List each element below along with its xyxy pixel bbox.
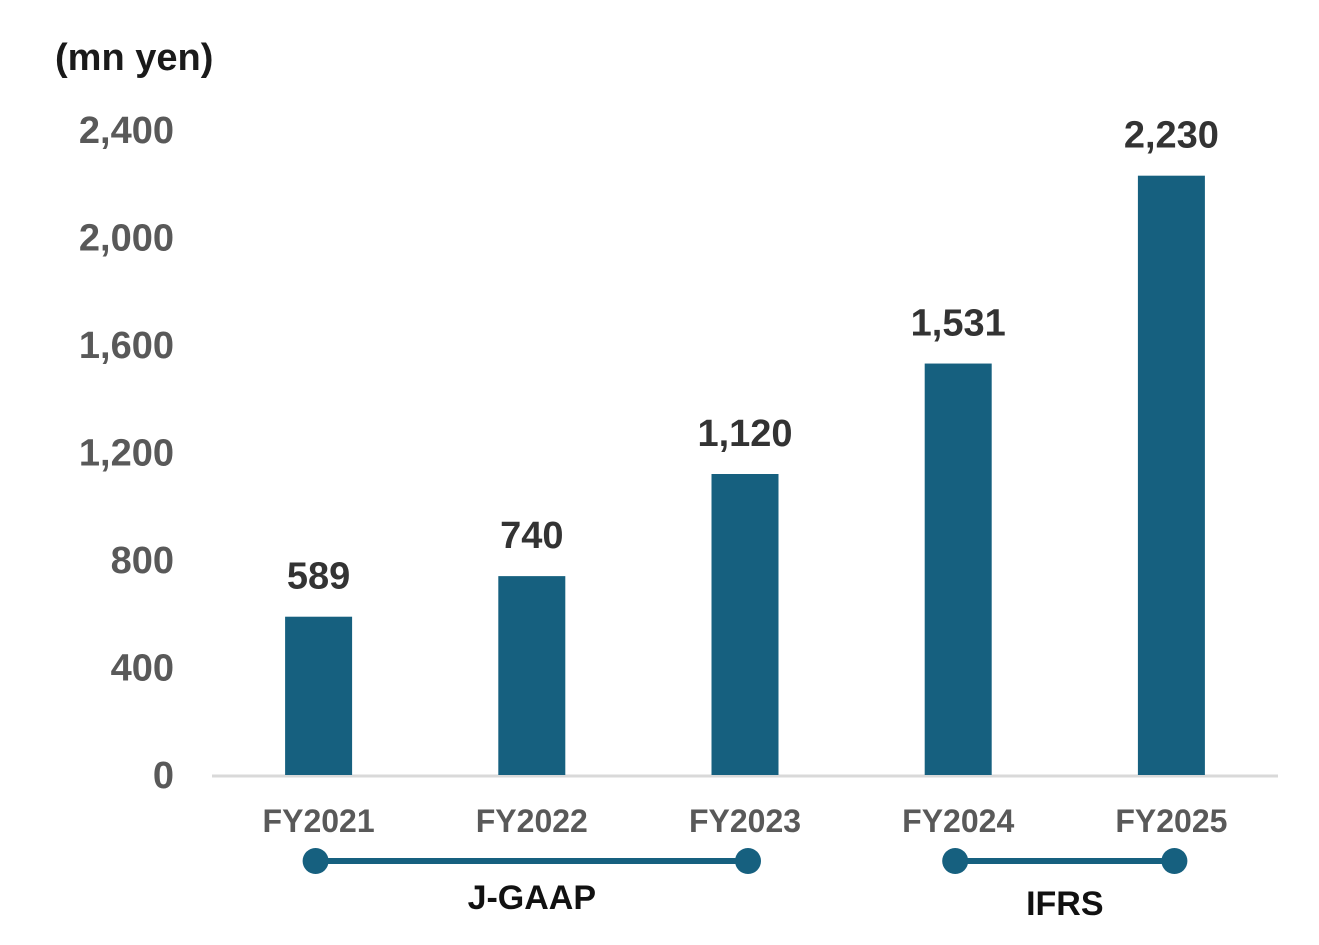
y-axis-unit-label: (mn yen) — [55, 37, 213, 79]
x-tick-label: FY2023 — [689, 803, 801, 839]
data-label-fy2023: 1,120 — [697, 413, 792, 455]
data-label-fy2025: 2,230 — [1124, 115, 1219, 157]
bar-fy2022 — [498, 576, 566, 775]
bar-fy2021 — [285, 616, 353, 775]
y-tick-label: 1,600 — [79, 325, 174, 367]
data-label-fy2021: 589 — [287, 556, 350, 598]
y-tick-label: 800 — [111, 540, 174, 582]
y-tick-label: 2,000 — [79, 218, 174, 260]
x-tick-label: FY2024 — [902, 803, 1014, 839]
y-tick-label: 2,400 — [79, 110, 174, 152]
y-tick-label: 1,200 — [79, 433, 174, 475]
x-tick-label: FY2022 — [476, 803, 588, 839]
y-tick-label: 0 — [153, 755, 174, 797]
bars — [285, 175, 1205, 775]
group-label-ifrs: IFRS — [1026, 885, 1103, 923]
bar-fy2024 — [924, 363, 992, 775]
accounting-standard-groups: J-GAAP IFRS — [302, 848, 1188, 923]
x-tick-label: FY2021 — [263, 803, 375, 839]
bar-fy2023 — [711, 474, 779, 775]
group-end-dot-ifrs — [1161, 848, 1188, 874]
data-labels: 589 740 1,120 1,531 2,230 — [287, 115, 1219, 598]
group-end-dot-j-gaap — [735, 848, 761, 874]
y-axis-ticks: 0 400 800 1,200 1,600 2,000 2,400 — [79, 110, 174, 797]
data-label-fy2022: 740 — [500, 515, 563, 557]
x-axis-ticks: FY2021 FY2022 FY2023 FY2024 FY2025 — [263, 803, 1228, 839]
group-label-j-gaap: J-GAAP — [468, 879, 596, 917]
group-start-dot-j-gaap — [302, 848, 329, 874]
bar-fy2025 — [1137, 175, 1205, 775]
group-start-dot-ifrs — [942, 848, 969, 874]
x-tick-label: FY2025 — [1115, 803, 1227, 839]
y-tick-label: 400 — [111, 648, 174, 690]
data-label-fy2024: 1,531 — [911, 303, 1006, 345]
